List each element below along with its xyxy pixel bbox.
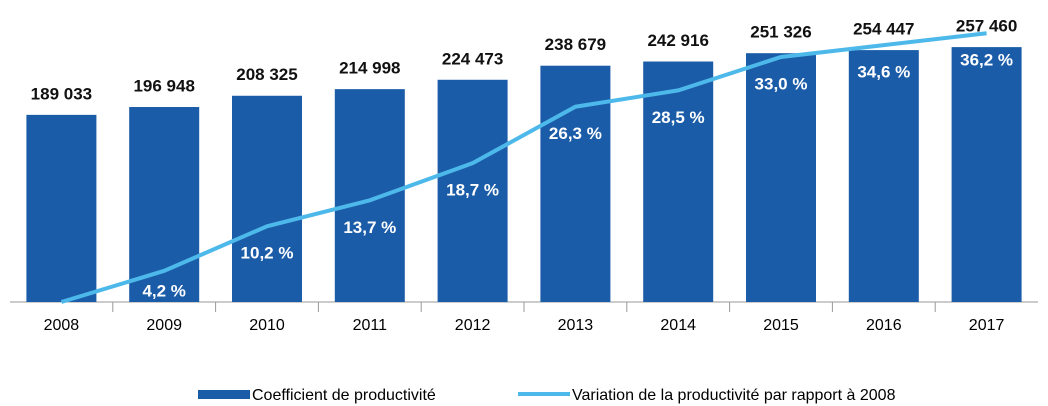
x-tick-label: 2013 — [558, 317, 594, 334]
bar-value-label: 251 326 — [750, 23, 811, 42]
x-tick-label: 2011 — [353, 317, 388, 334]
bar — [334, 89, 405, 302]
line-value-label: 28,5 % — [652, 108, 705, 127]
bar-value-label: 208 325 — [236, 65, 297, 84]
bar-value-label: 254 447 — [853, 20, 914, 39]
legend-label: Coefficient de productivité — [252, 387, 436, 404]
line-value-label: 4,2 % — [142, 281, 185, 300]
x-tick-label: 2015 — [763, 317, 799, 334]
x-tick-label: 2017 — [969, 317, 1005, 334]
x-tick-label: 2010 — [249, 317, 285, 334]
bar-value-label: 257 460 — [956, 17, 1017, 36]
bar — [643, 61, 714, 303]
bar — [746, 53, 816, 303]
bar — [848, 50, 919, 302]
bar — [232, 95, 302, 303]
bar-value-label: 196 948 — [133, 77, 194, 96]
bar-value-label: 214 998 — [339, 59, 400, 78]
legend-label: Variation de la productivité par rapport… — [572, 387, 896, 404]
bar-value-label: 238 679 — [545, 35, 606, 54]
line-value-label: 36,2 % — [960, 51, 1013, 70]
line-value-label: 34,6 % — [857, 63, 910, 82]
x-tick-label: 2012 — [455, 317, 491, 334]
line-value-label: 26,3 % — [549, 124, 602, 143]
bar — [26, 114, 97, 302]
line-value-label: 10,2 % — [241, 244, 294, 263]
line-value-label: 18,7 % — [446, 181, 499, 200]
x-tick-label: 2014 — [660, 317, 696, 334]
x-tick-label: 2009 — [146, 317, 182, 334]
x-tick-label: 2008 — [44, 317, 80, 334]
x-tick-label: 2016 — [866, 317, 902, 334]
bar — [437, 79, 508, 302]
bar-value-label: 242 916 — [647, 31, 708, 50]
bar-value-label: 224 473 — [442, 49, 503, 68]
bar — [951, 47, 1022, 303]
line-value-label: 33,0 % — [755, 74, 808, 93]
bar-value-label: 189 033 — [31, 84, 92, 103]
line-value-label: 13,7 % — [343, 218, 396, 237]
line — [60, 31, 987, 304]
legend-swatch — [198, 390, 250, 399]
